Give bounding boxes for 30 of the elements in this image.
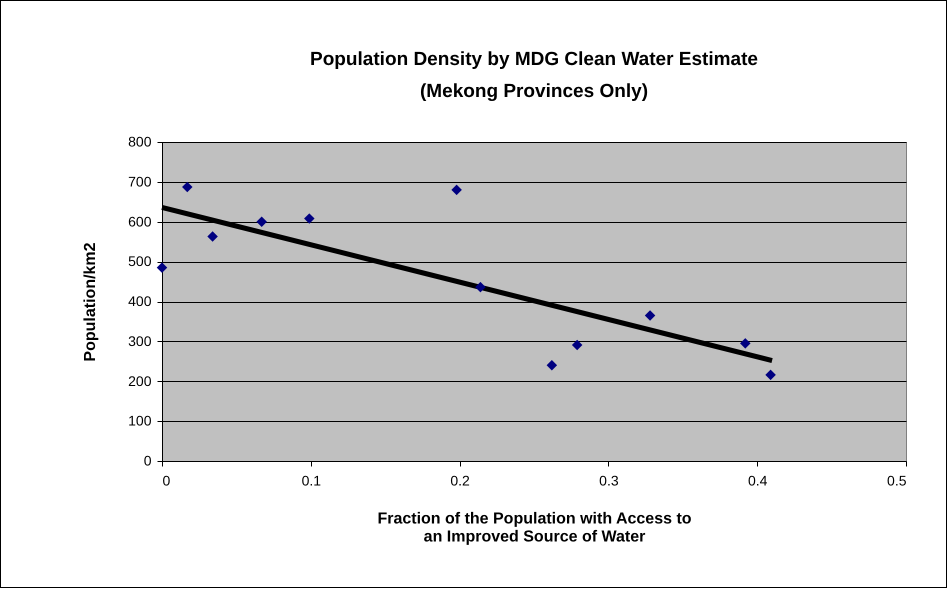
y-tick-label: 800 [128,134,152,150]
y-tick-label: 200 [128,372,152,389]
point [765,370,776,380]
y-axis-title: Population/km2 [82,242,100,362]
point [475,282,486,292]
point [182,182,193,192]
point [156,262,168,273]
x-tick-label: 0.4 [748,472,768,488]
y-tick-label: 0 [144,452,152,468]
point [207,231,218,242]
point [572,340,582,350]
x-tick-label: 0 [162,472,170,488]
x-axis-title: Fraction of the Population with Access to an Improved Source of Water [377,510,692,546]
x-tick-label: 0.5 [887,472,907,488]
y-tick-label: 500 [128,253,152,270]
y-tick-label: 700 [128,173,152,190]
point [644,310,656,321]
x-tick-label: 0.2 [450,472,470,488]
x-tick-label: 0.1 [302,472,322,488]
point [304,213,315,224]
point [451,184,462,196]
chart-title: Population Density by MDG Clean Water Estimate (Mekong Provinces Only) [310,49,758,102]
y-tick-label: 400 [128,293,152,309]
x-tick-label: 0.3 [599,472,619,488]
point [546,360,558,371]
point [256,216,267,227]
point [740,338,751,349]
y-tick-label: 100 [128,412,152,429]
y-tick-label: 300 [128,332,152,349]
y-tick-label: 600 [128,213,152,230]
